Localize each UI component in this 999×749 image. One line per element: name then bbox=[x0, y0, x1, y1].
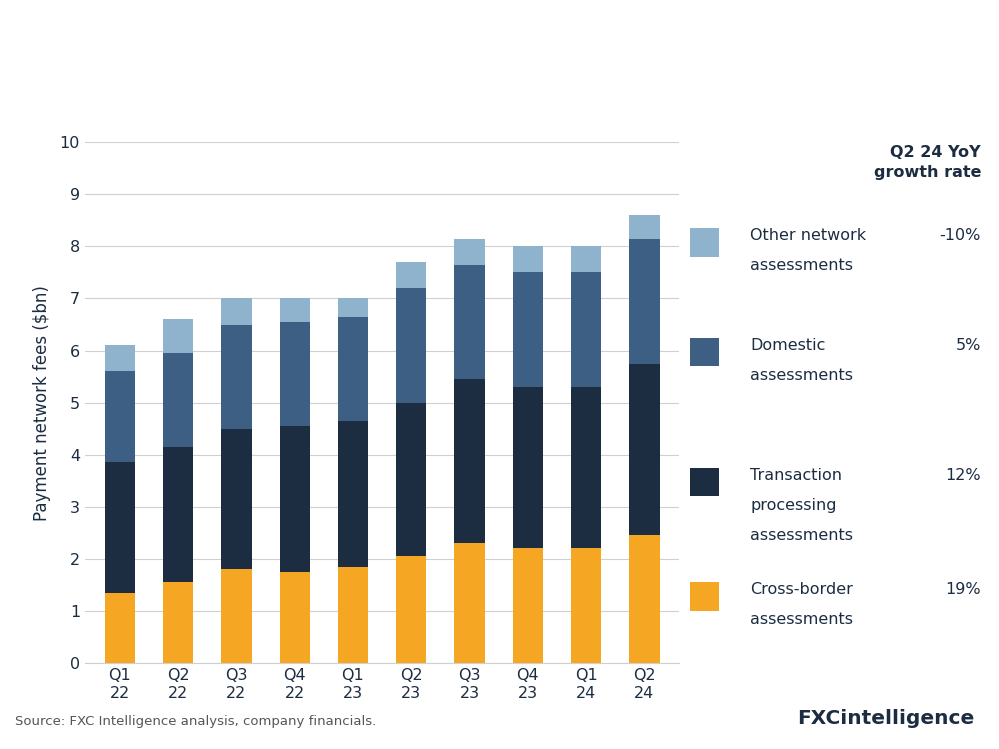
Bar bbox=[280, 571, 310, 663]
Bar bbox=[105, 462, 135, 592]
Bar bbox=[512, 273, 543, 387]
Bar bbox=[571, 246, 601, 273]
Bar bbox=[105, 345, 135, 372]
Text: assessments: assessments bbox=[750, 368, 853, 383]
Bar bbox=[512, 246, 543, 273]
Text: 19%: 19% bbox=[945, 582, 981, 597]
Bar bbox=[338, 299, 368, 317]
Bar bbox=[455, 239, 485, 264]
Bar bbox=[280, 299, 310, 322]
Bar bbox=[397, 557, 427, 663]
Bar bbox=[397, 262, 427, 288]
Text: Cross-border: Cross-border bbox=[750, 582, 853, 597]
Bar bbox=[455, 264, 485, 379]
Bar bbox=[222, 324, 252, 428]
Bar bbox=[338, 566, 368, 663]
Bar bbox=[163, 447, 194, 582]
Bar bbox=[163, 353, 194, 447]
Bar bbox=[629, 239, 659, 363]
Text: FXCintelligence: FXCintelligence bbox=[797, 709, 974, 728]
Text: Transaction: Transaction bbox=[750, 467, 842, 482]
Text: Mastercard cross-border fees see highest growth: Mastercard cross-border fees see highest… bbox=[18, 19, 830, 46]
Bar bbox=[512, 387, 543, 548]
FancyBboxPatch shape bbox=[690, 338, 719, 366]
Bar bbox=[455, 543, 485, 663]
Y-axis label: Payment network fees ($bn): Payment network fees ($bn) bbox=[33, 285, 51, 521]
Bar bbox=[512, 548, 543, 663]
Text: assessments: assessments bbox=[750, 613, 853, 628]
Bar bbox=[629, 363, 659, 536]
Text: Mastercard quarterly payment network assessments by type, 2022-2024: Mastercard quarterly payment network ass… bbox=[18, 88, 705, 106]
Bar bbox=[222, 569, 252, 663]
Bar bbox=[397, 403, 427, 557]
Text: assessments: assessments bbox=[750, 528, 853, 543]
Text: 5%: 5% bbox=[956, 338, 981, 353]
Bar bbox=[571, 387, 601, 548]
Bar bbox=[338, 421, 368, 566]
Bar bbox=[163, 319, 194, 353]
Bar bbox=[455, 379, 485, 543]
FancyBboxPatch shape bbox=[690, 582, 719, 611]
Text: Q2 24 YoY
growth rate: Q2 24 YoY growth rate bbox=[873, 145, 981, 181]
Bar bbox=[629, 215, 659, 239]
Bar bbox=[571, 548, 601, 663]
Bar bbox=[338, 317, 368, 421]
Bar bbox=[280, 322, 310, 426]
Bar bbox=[222, 428, 252, 569]
Bar bbox=[397, 288, 427, 403]
Bar bbox=[222, 299, 252, 324]
Bar bbox=[280, 426, 310, 571]
Bar bbox=[629, 536, 659, 663]
Bar bbox=[571, 273, 601, 387]
Text: Source: FXC Intelligence analysis, company financials.: Source: FXC Intelligence analysis, compa… bbox=[15, 715, 377, 728]
Bar bbox=[163, 582, 194, 663]
Text: processing: processing bbox=[750, 498, 837, 513]
Text: -10%: -10% bbox=[940, 228, 981, 243]
Text: Other network: Other network bbox=[750, 228, 866, 243]
Text: Domestic: Domestic bbox=[750, 338, 825, 353]
Text: 12%: 12% bbox=[945, 467, 981, 482]
Bar bbox=[105, 372, 135, 462]
Bar bbox=[105, 592, 135, 663]
FancyBboxPatch shape bbox=[690, 467, 719, 497]
FancyBboxPatch shape bbox=[690, 228, 719, 257]
Text: assessments: assessments bbox=[750, 258, 853, 273]
